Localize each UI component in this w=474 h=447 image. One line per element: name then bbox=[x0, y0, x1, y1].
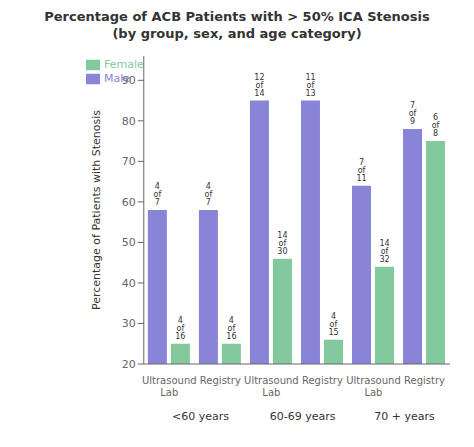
svg-text:50: 50 bbox=[122, 236, 136, 249]
svg-text:Ultrasound: Ultrasound bbox=[244, 375, 299, 386]
svg-text:4of16: 4of16 bbox=[175, 316, 185, 341]
svg-text:14of32: 14of32 bbox=[379, 239, 389, 264]
svg-text:70: 70 bbox=[122, 155, 136, 168]
svg-text:7of9: 7of9 bbox=[409, 101, 417, 126]
svg-text:Percentage of Patients with St: Percentage of Patients with Stenosis bbox=[90, 110, 103, 310]
svg-text:70 + years: 70 + years bbox=[374, 410, 435, 423]
svg-text:<60 years: <60 years bbox=[172, 410, 229, 423]
svg-text:40: 40 bbox=[122, 277, 136, 290]
svg-text:6of8: 6of8 bbox=[432, 113, 440, 138]
svg-text:11of13: 11of13 bbox=[305, 73, 315, 98]
svg-text:20: 20 bbox=[122, 358, 136, 371]
svg-text:Lab: Lab bbox=[364, 387, 382, 398]
svg-text:Registry: Registry bbox=[404, 375, 445, 386]
svg-text:12of14: 12of14 bbox=[254, 73, 264, 98]
svg-text:Registry: Registry bbox=[302, 375, 343, 386]
svg-text:60: 60 bbox=[122, 196, 136, 209]
svg-text:14of30: 14of30 bbox=[277, 231, 287, 256]
svg-text:60-69 years: 60-69 years bbox=[270, 410, 336, 423]
svg-text:Registry: Registry bbox=[200, 375, 241, 386]
svg-text:Ultrasound: Ultrasound bbox=[346, 375, 401, 386]
svg-text:7of11: 7of11 bbox=[356, 158, 366, 183]
svg-text:Lab: Lab bbox=[160, 387, 178, 398]
svg-text:Ultrasound: Ultrasound bbox=[142, 375, 197, 386]
svg-text:80: 80 bbox=[122, 115, 136, 128]
svg-text:4of15: 4of15 bbox=[328, 312, 338, 337]
svg-text:4of7: 4of7 bbox=[205, 182, 213, 207]
svg-text:4of7: 4of7 bbox=[154, 182, 162, 207]
svg-text:4of16: 4of16 bbox=[226, 316, 236, 341]
svg-text:Lab: Lab bbox=[262, 387, 280, 398]
svg-text:30: 30 bbox=[122, 317, 136, 330]
svg-text:90: 90 bbox=[122, 74, 136, 87]
